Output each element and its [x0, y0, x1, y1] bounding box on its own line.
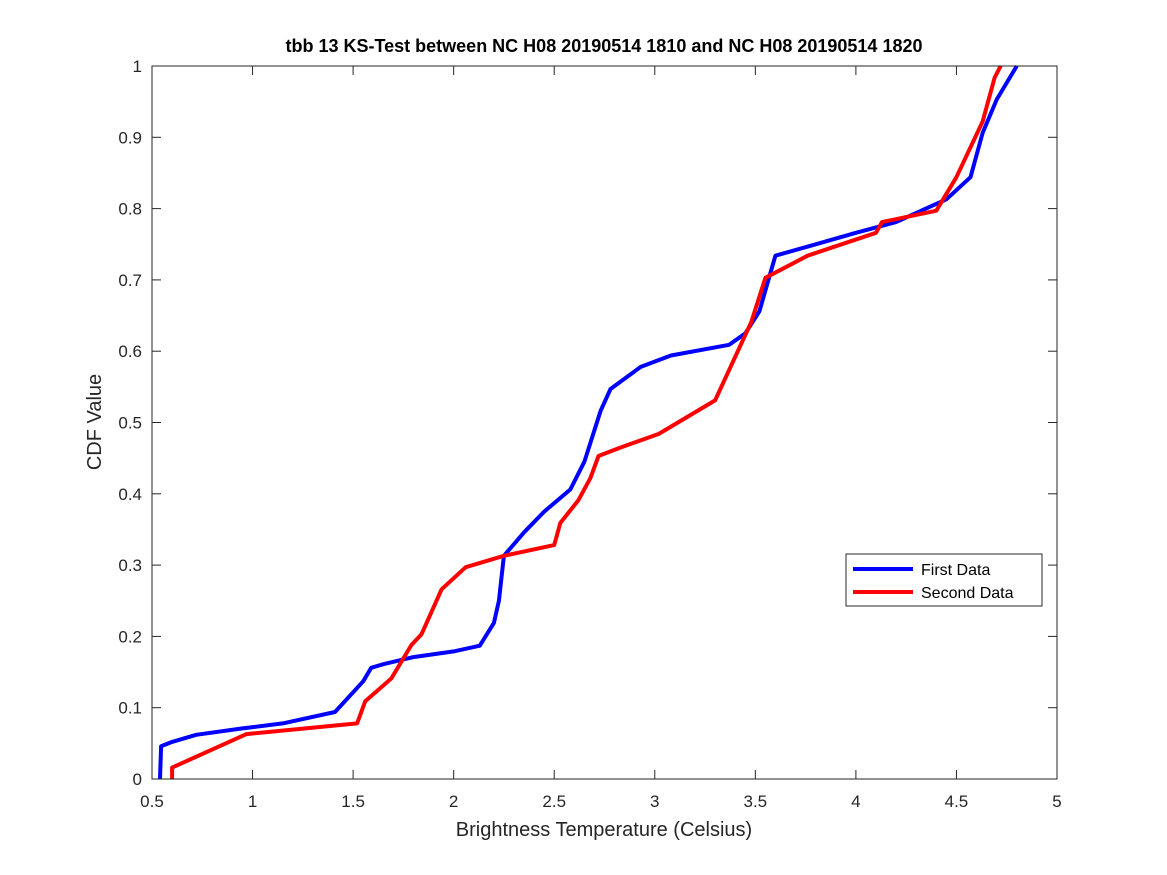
x-tick-label: 1: [248, 792, 257, 811]
x-tick-label: 1.5: [341, 792, 365, 811]
x-tick-label: 0.5: [140, 792, 164, 811]
y-tick-label: 0.3: [118, 556, 142, 575]
y-tick-label: 0: [133, 770, 142, 789]
y-tick-label: 0.2: [118, 627, 142, 646]
x-tick-label: 5: [1052, 792, 1061, 811]
x-tick-label: 2.5: [542, 792, 566, 811]
x-tick-label: 3.5: [744, 792, 768, 811]
series-layer: [158, 64, 1019, 780]
chart-title: tbb 13 KS-Test between NC H08 20190514 1…: [285, 36, 922, 56]
y-tick-label: 0.7: [118, 271, 142, 290]
x-tick-label: 4.5: [945, 792, 969, 811]
y-tick-label: 0.5: [118, 414, 142, 433]
y-tick-label: 0.4: [118, 485, 142, 504]
tick-layer: 0.5 1 1.5 2 2.5 3 3.5 4 4.5 5 0 0.1 0.2 0.3 0.4 0.5 0.6 0…: [118, 57, 1061, 811]
y-tick-label: 0.1: [118, 699, 142, 718]
x-axis-label: Brightness Temperature (Celsius): [456, 819, 752, 841]
series-line-second-data: [170, 65, 1003, 779]
y-tick-label: 0.9: [118, 128, 142, 147]
legend-label-first-data: First Data: [921, 562, 990, 579]
x-tick-label: 2: [449, 792, 458, 811]
plot-area-background: [152, 66, 1057, 779]
legend: First Data Second Data: [845, 553, 1043, 607]
x-tick-label: 4: [851, 792, 860, 811]
legend-label-second-data: Second Data: [921, 585, 1014, 602]
y-tick-label: 0.6: [118, 342, 142, 361]
y-tick-label: 1: [133, 57, 142, 76]
series-line-first-data: [158, 64, 1019, 780]
y-tick-label: 0.8: [118, 200, 142, 219]
y-axis-label: CDF Value: [84, 374, 106, 470]
legend-box: [845, 553, 1043, 607]
x-tick-label: 3: [650, 792, 659, 811]
